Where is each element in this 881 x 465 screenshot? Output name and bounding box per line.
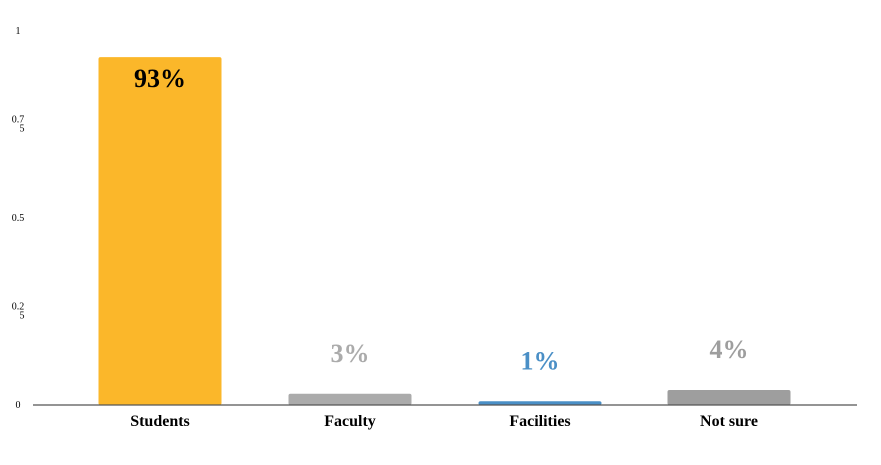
data-labels: 93% 3% 1% 4% [134, 64, 749, 375]
bar-faculty [288, 393, 412, 405]
data-label: 3% [331, 339, 370, 368]
data-label: 93% [134, 64, 186, 93]
bar-students [98, 57, 222, 406]
y-tick-label: 0.2 5 [12, 302, 25, 322]
category-label: Faculty [324, 413, 376, 430]
category-label: Students [130, 413, 190, 430]
y-tick-label: 1 [16, 26, 21, 37]
bar-not-sure [667, 390, 791, 405]
y-tick-label: 0.5 [12, 213, 25, 224]
bar-facilities [478, 401, 602, 405]
category-label: Facilities [509, 413, 570, 430]
y-tick-label: 0.7 5 [12, 115, 25, 135]
data-label: 4% [710, 335, 749, 364]
category-labels: Students Faculty Facilities Not sure [130, 413, 758, 430]
y-tick-label: 0 [16, 400, 21, 411]
category-label: Not sure [700, 413, 758, 430]
data-label: 1% [521, 346, 560, 375]
bars [98, 57, 791, 406]
y-axis-tick-labels: 0 0.2 5 0.5 0.7 5 1 [12, 26, 25, 411]
